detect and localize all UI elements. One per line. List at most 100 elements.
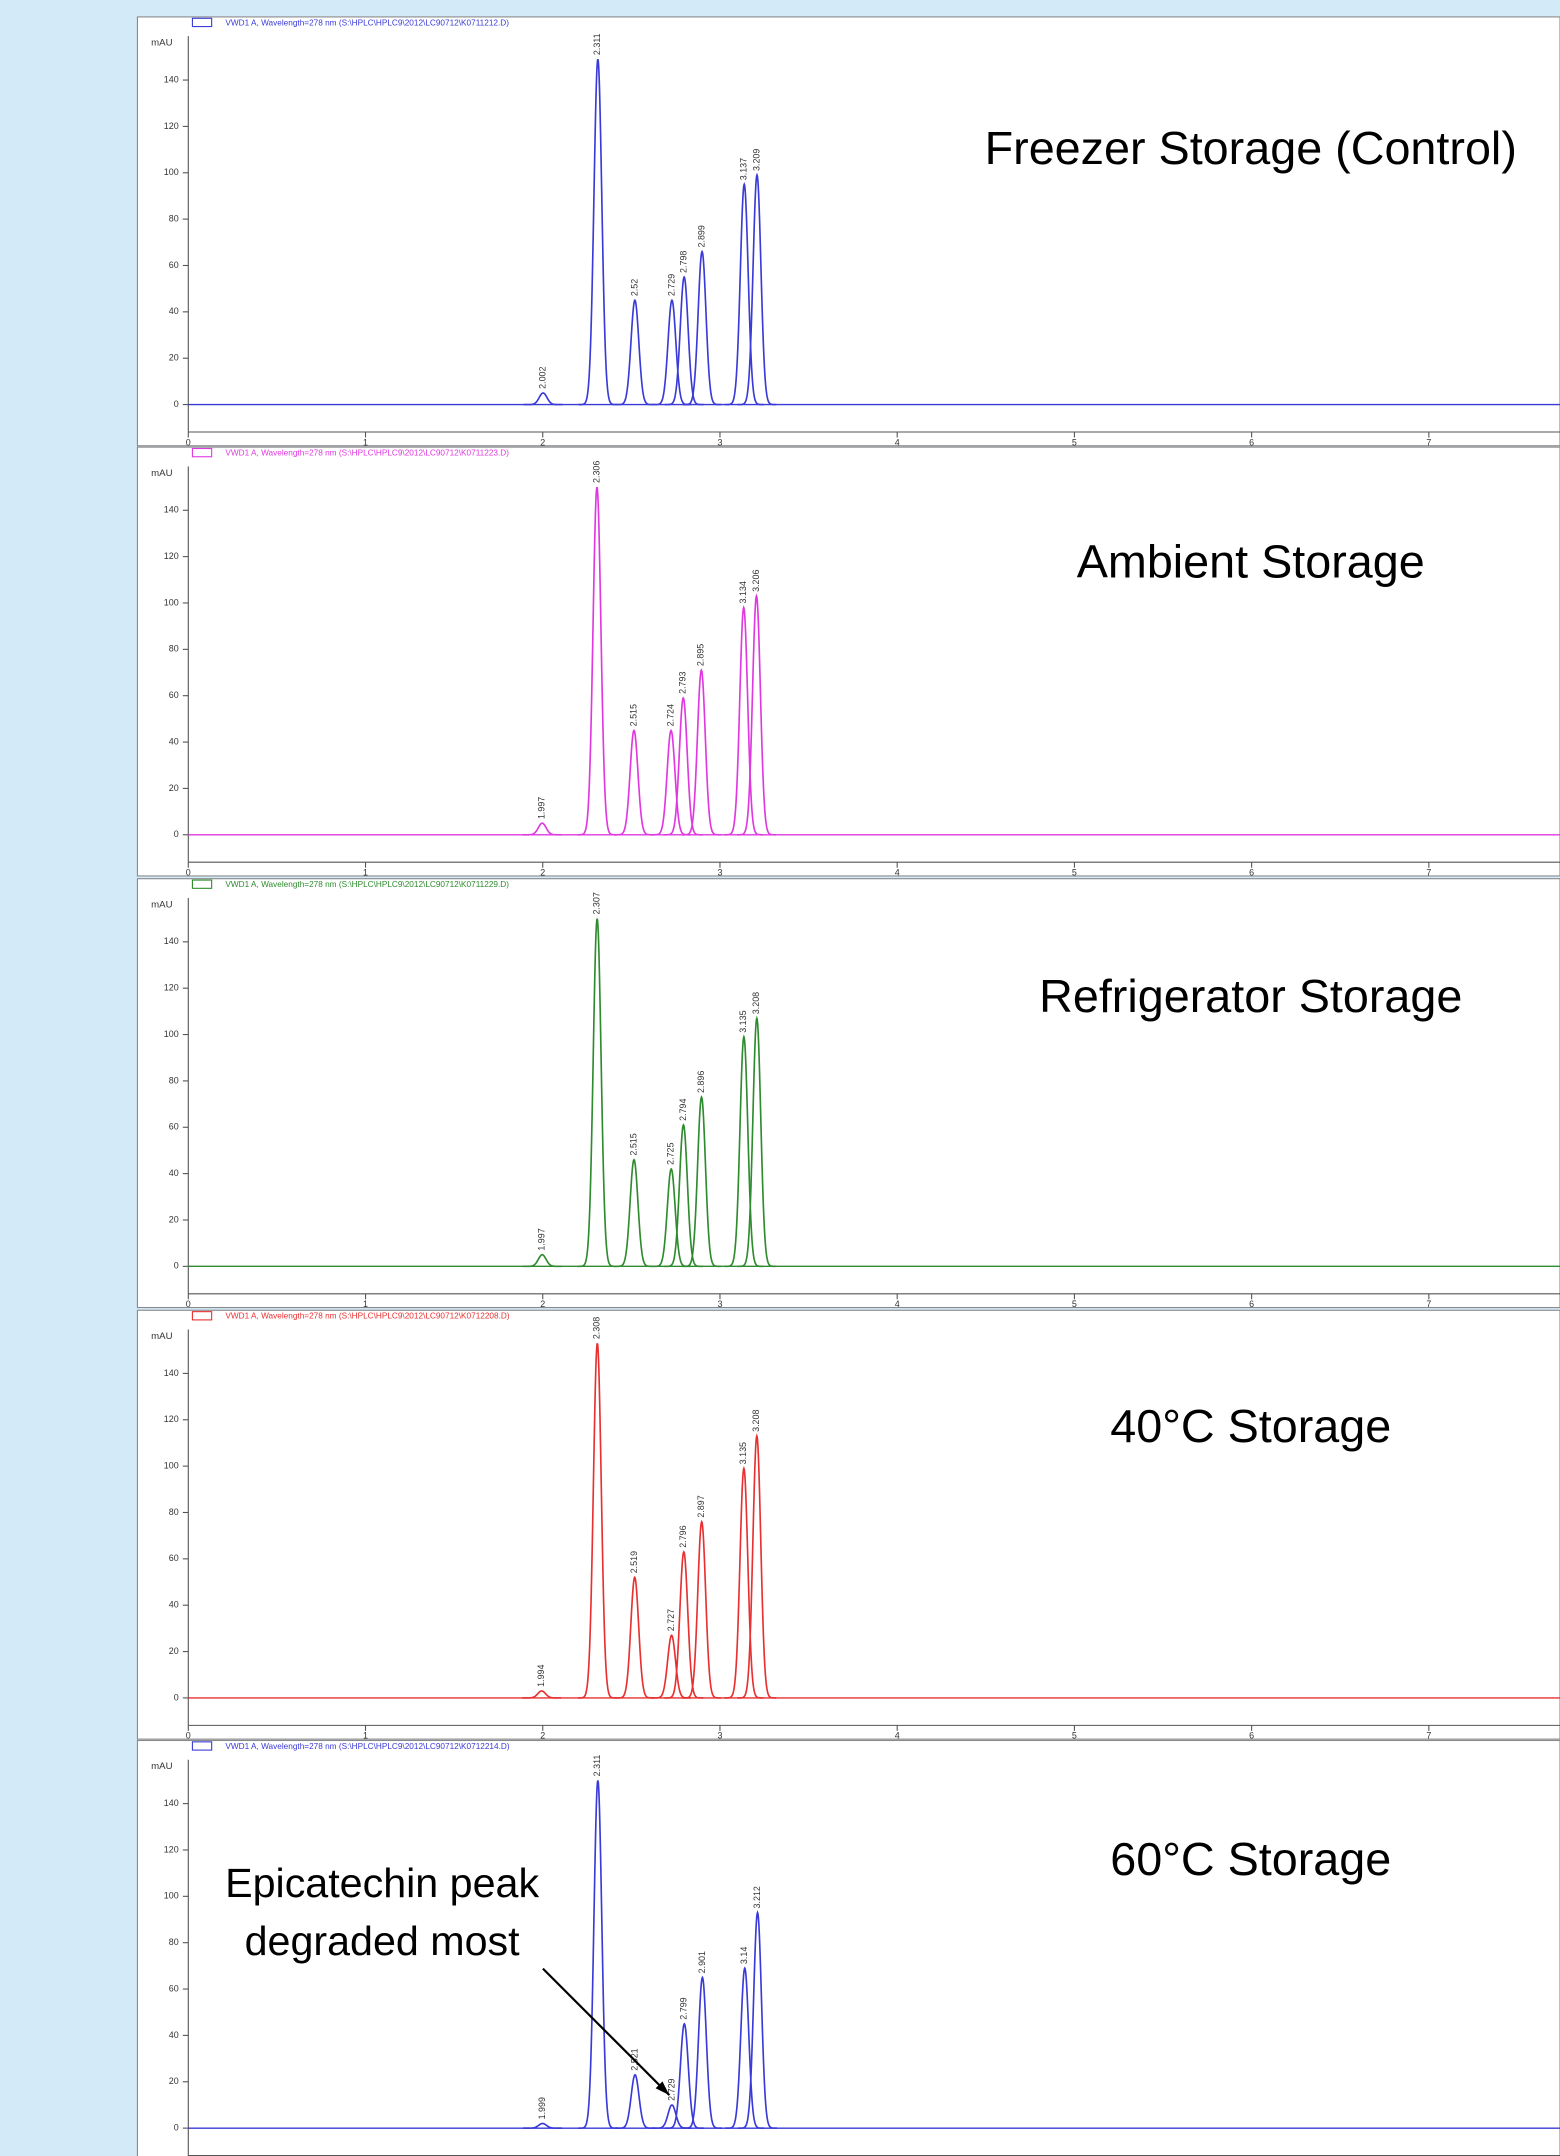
legend-swatch [191,879,213,889]
peak [737,1015,777,1268]
x-tick-label: 2 [540,1731,545,1741]
peak [682,1519,722,1699]
x-tick-label: 7 [1426,1299,1431,1309]
chart-title: Ambient Storage [1077,536,1425,588]
y-axis-label: mAU [151,1761,172,1772]
x-tick-label: 0 [186,1299,191,1309]
peak-label: 3.212 [752,1886,762,1908]
peak [737,172,777,406]
arrow-head [655,2081,670,2096]
peak-label: 2.515 [628,1133,638,1155]
y-tick-label: 100 [164,1029,179,1039]
x-tick-label: 1 [363,1299,368,1309]
x-tick-label: 6 [1249,1299,1254,1309]
peak [522,1253,562,1268]
peak [615,298,655,406]
peak [681,668,721,836]
chart-panel: VWD1 A, Wavelength=278 nm (S:\HPLC\HPLC9… [136,1309,1560,1741]
peak [615,2073,655,2129]
peak-label: 2.794 [678,1098,688,1120]
peak [725,1966,765,2129]
peak [664,1550,704,1699]
x-tick-label: 4 [895,1299,900,1309]
annotation: Epicatechin peak [225,1860,539,1906]
y-tick-label: 140 [164,1368,179,1378]
peak [682,249,722,406]
peak [578,1780,618,2129]
x-tick-label: 3 [717,437,722,447]
x-tick-label: 6 [1249,437,1254,447]
panel [136,1309,1560,1740]
peak-label: 2.307 [592,892,602,914]
y-tick-label: 120 [164,1844,179,1854]
x-tick-label: 1 [363,1731,368,1741]
peak-label: 3.208 [751,1410,761,1432]
peak [663,1123,703,1268]
peak-label: 2.896 [696,1071,706,1093]
x-tick-label: 0 [186,868,191,878]
x-tick-label: 6 [1249,1731,1254,1741]
peak-label: 3.135 [738,1010,748,1032]
peak [522,1690,562,1699]
y-tick-label: 80 [169,644,179,654]
peak-label: 2.895 [696,644,706,666]
peak-label: 2.515 [628,704,638,726]
x-tick-label: 4 [895,437,900,447]
peak-label: 1.997 [537,1228,547,1250]
y-tick-label: 20 [169,2076,179,2086]
peak [738,1910,778,2129]
peak [578,59,618,406]
header: VWD1 A, Wavelength=278 nm (S:\HPLC\HPLC9… [225,18,509,27]
x-tick-label: 5 [1072,437,1077,447]
peak-label: 2.306 [591,461,601,483]
peak [577,918,617,1268]
legend-swatch [191,447,213,458]
y-axis-label: mAU [151,899,172,910]
peak-label: 2.897 [696,1495,706,1517]
peak [724,605,764,836]
peak-label: 2.311 [592,1755,602,1777]
legend-swatch [191,1741,213,1751]
y-tick-label: 40 [169,306,179,316]
x-tick-label: 1 [363,868,368,878]
x-tick-label: 4 [895,1731,900,1741]
peak [664,2022,704,2129]
annotation: degraded most [245,1918,521,1964]
peak [682,1095,722,1268]
header: VWD1 A, Wavelength=278 nm (S:\HPLC\HPLC9… [225,1742,509,1751]
peak-label: 3.134 [738,581,748,603]
y-tick-label: 20 [169,783,179,793]
x-tick-label: 2 [540,868,545,878]
x-tick-label: 1 [363,437,368,447]
peak [724,1034,764,1268]
peak [614,1158,654,1268]
y-tick-label: 20 [169,1214,179,1224]
peak-label: 2.308 [592,1317,602,1339]
peak-label: 3.135 [738,1442,748,1464]
peak-label: 2.901 [697,1951,707,1973]
y-tick-label: 0 [174,829,179,839]
y-tick-label: 100 [164,597,179,607]
header: VWD1 A, Wavelength=278 nm (S:\HPLC\HPLC9… [225,880,509,889]
y-tick-label: 120 [164,983,179,993]
y-axis-label: mAU [151,1331,172,1342]
y-tick-label: 60 [169,690,179,700]
x-tick-label: 3 [717,1731,722,1741]
legend-swatch [191,1311,213,1321]
panel [136,16,1560,447]
peak-label: 2.52 [629,279,639,296]
chart-title: Freezer Storage (Control) [985,122,1517,174]
chart-title: 60°C Storage [1110,1833,1391,1885]
x-tick-label: 5 [1072,868,1077,878]
y-tick-label: 80 [169,1937,179,1947]
peak [737,1433,777,1699]
y-tick-label: 0 [174,399,179,409]
legend-swatch [191,17,213,28]
peak-label: 2.002 [537,366,547,388]
y-tick-label: 80 [169,1075,179,1085]
x-tick-label: 5 [1072,1731,1077,1741]
x-tick-label: 7 [1426,1731,1431,1741]
peak [724,181,764,406]
